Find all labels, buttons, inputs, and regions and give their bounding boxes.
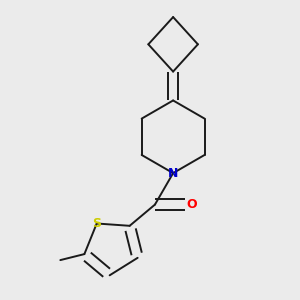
Text: N: N xyxy=(168,167,178,180)
Text: O: O xyxy=(187,198,197,211)
Text: S: S xyxy=(92,217,101,230)
